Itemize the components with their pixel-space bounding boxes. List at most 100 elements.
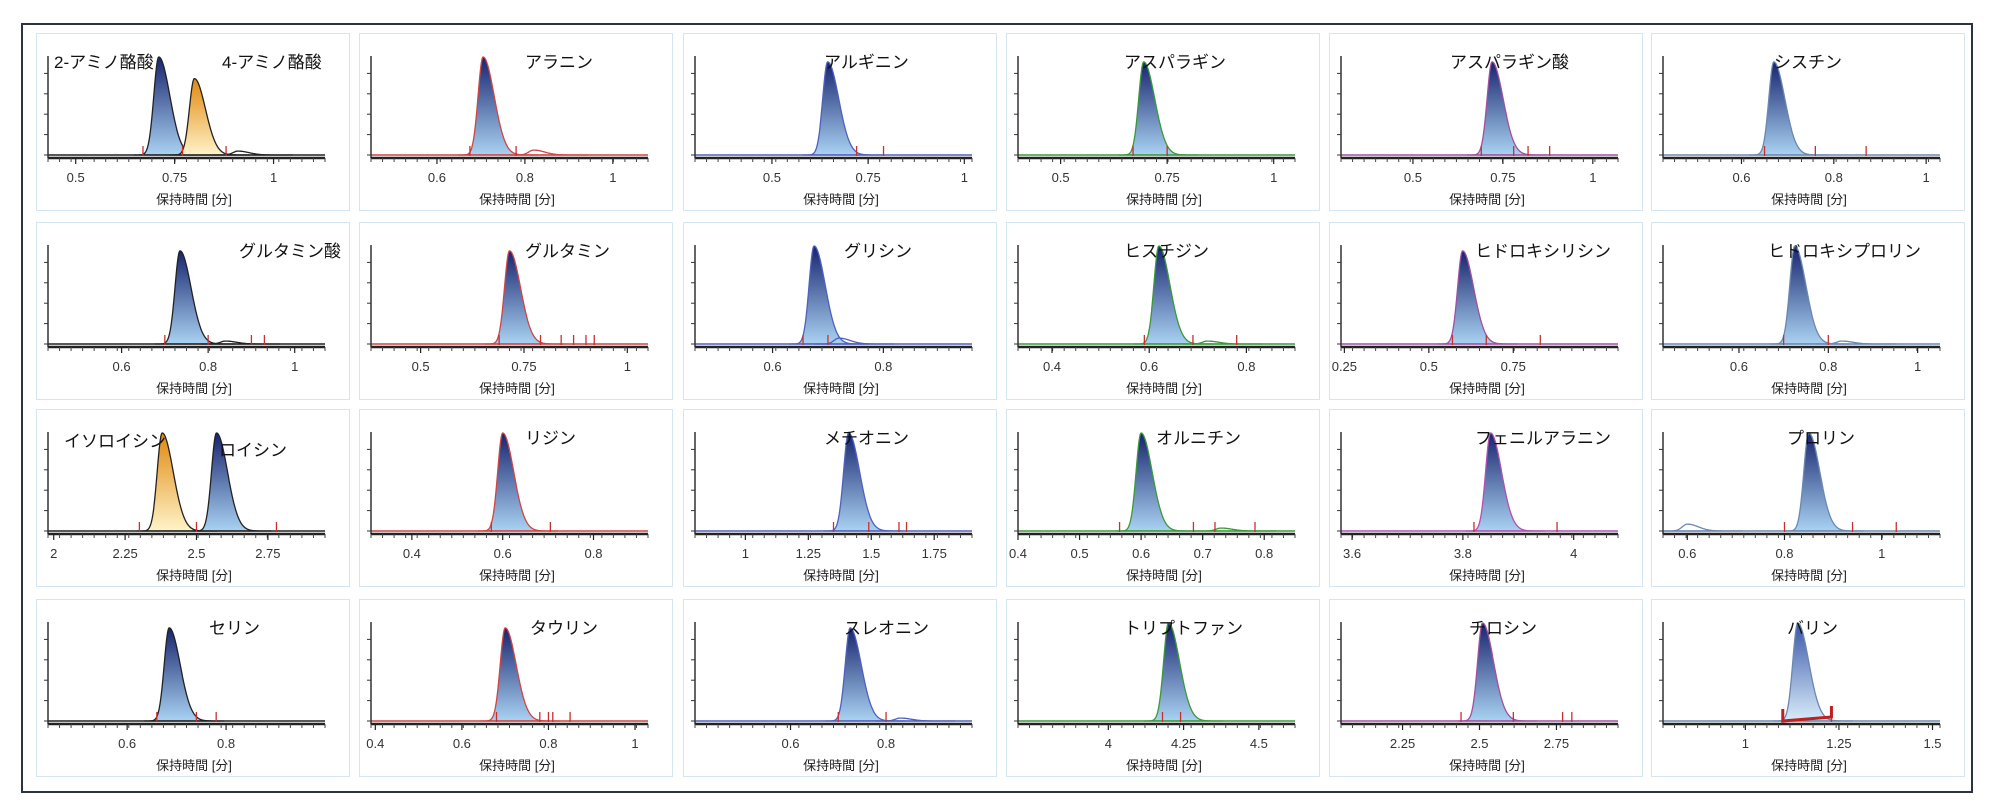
integration-bracket [1781,706,1833,723]
compound-title: アスパラギン酸 [1450,53,1569,72]
x-tick-label: 1.75 [922,546,947,561]
compound-title: セリン [209,619,260,638]
peak [144,627,225,722]
x-axis-label: 保持時間 [分] [1771,568,1847,583]
x-tick-label: 0.8 [1819,359,1837,374]
compound-title: チロシン [1469,619,1537,638]
chromatogram-panel: 0.6 0.8 1 保持時間 [分] アラニン [359,33,673,211]
x-axis-label: 保持時間 [分] [803,758,879,773]
x-axis-label: 保持時間 [分] [1449,758,1525,773]
x-tick-label: 1 [1914,359,1921,374]
x-axis-label: 保持時間 [分] [1771,758,1847,773]
compound-title: グルタミン [525,242,610,261]
x-tick-label: 2.25 [1390,736,1415,751]
x-axis-label: 保持時間 [分] [479,758,555,773]
x-tick-label: 1 [1589,170,1596,185]
peak [1663,523,1743,532]
x-tick-label: 0.75 [162,170,187,185]
x-tick-label: 0.6 [1140,359,1158,374]
x-tick-label: 1 [1270,170,1277,185]
x-tick-label: 0.6 [428,170,446,185]
x-tick-label: 0.5 [412,359,430,374]
compound-title: ヒドロキシリシン [1475,242,1611,261]
peak [155,250,235,345]
x-axis-label: 保持時間 [分] [1126,381,1202,396]
peak [1118,61,1199,156]
x-tick-label: 0.8 [539,736,557,751]
chromatogram-panel: 0.25 0.5 0.75 保持時間 [分] ヒドロキシリシン [1329,222,1643,400]
x-tick-label: 1 [1878,546,1885,561]
chromatogram-panel: 0.4 0.6 0.8 保持時間 [分] リジン [359,409,673,587]
x-tick-label: 0.6 [453,736,471,751]
x-tick-label: 0.6 [1732,170,1750,185]
x-tick-label: 1 [1923,170,1930,185]
x-axis-label: 保持時間 [分] [479,381,555,396]
x-tick-label: 0.4 [403,546,421,561]
x-tick-label: 0.75 [1501,359,1526,374]
chromatogram-panel: 2.25 2.5 2.75 保持時間 [分] チロシン [1329,599,1643,777]
x-tick-label: 0.6 [113,359,131,374]
x-tick-label: 0.8 [516,170,534,185]
x-tick-label: 2 [50,546,57,561]
x-tick-label: 1.5 [862,546,880,561]
x-axis-label: 保持時間 [分] [479,192,555,207]
x-tick-label: 1 [291,359,298,374]
x-axis-label: 保持時間 [分] [479,568,555,583]
x-axis-label: 保持時間 [分] [1449,192,1525,207]
compound-title: ロイシン [219,441,287,460]
x-axis-label: 保持時間 [分] [803,568,879,583]
chromatogram-panel: 0.6 0.8 1 保持時間 [分] ヒドロキシプロリン [1651,222,1965,400]
x-tick-label: 4 [1570,546,1577,561]
compound-title: ヒスチジン [1124,242,1209,261]
compound-title: アルギニン [824,53,909,72]
x-axis-label: 保持時間 [分] [803,381,879,396]
chromatogram-panel: 0.6 0.8 保持時間 [分] グリシン [683,222,997,400]
x-tick-label: 1 [609,170,616,185]
x-tick-label: 0.8 [584,546,602,561]
peak [480,627,561,722]
chromatogram-panel: 0.5 0.75 1 保持時間 [分] グルタミン [359,222,673,400]
compound-title: 4-アミノ酪酸 [222,53,322,72]
peak [1437,250,1518,345]
chromatogram-panel: 0.4 0.5 0.6 0.7 0.8 保持時間 [分] オルニチン [1006,409,1320,587]
x-tick-label: 1 [270,170,277,185]
x-axis-label: 保持時間 [分] [156,381,232,396]
x-tick-label: 1.25 [796,546,821,561]
x-tick-label: 0.8 [199,359,217,374]
x-tick-label: 1 [624,359,631,374]
x-tick-label: 0.8 [1775,546,1793,561]
x-tick-label: 0.5 [1071,546,1089,561]
x-axis-label: 保持時間 [分] [156,192,232,207]
x-tick-label: 0.8 [1825,170,1843,185]
compound-title: メチオニン [824,429,909,448]
x-tick-label: 1 [631,736,638,751]
x-tick-label: 4 [1105,736,1112,751]
x-tick-label: 0.4 [366,736,384,751]
x-tick-label: 0.6 [1132,546,1150,561]
x-tick-label: 0.6 [764,359,782,374]
chromatogram-panel: 0.6 0.8 保持時間 [分] スレオニン [683,599,997,777]
x-tick-label: 4.25 [1171,736,1196,751]
x-tick-label: 1.5 [1923,736,1941,751]
peak [1467,61,1547,156]
compound-title: シスチン [1774,53,1842,72]
x-tick-label: 0.5 [1420,359,1438,374]
x-tick-label: 0.6 [494,546,512,561]
x-tick-label: 0.4 [1043,359,1061,374]
x-tick-label: 4.5 [1250,736,1268,751]
peak [484,250,565,345]
compound-title: グリシン [844,242,912,261]
x-tick-label: 0.8 [217,736,235,751]
compound-title: リジン [525,429,576,448]
x-axis-label: 保持時間 [分] [1771,381,1847,396]
x-tick-label: 2.5 [187,546,205,561]
x-axis-label: 保持時間 [分] [1126,758,1202,773]
chromatogram-grid: 0.5 0.75 1 保持時間 [分] 2-アミノ酪酸 4-アミノ酪酸 0.6 0.8 1 保持時… [21,23,1973,793]
compound-title: バリン [1787,619,1838,638]
x-tick-label: 0.6 [1730,359,1748,374]
chromatogram-panel: 0.5 0.75 1 保持時間 [分] 2-アミノ酪酸 4-アミノ酪酸 [36,33,350,211]
x-tick-label: 0.6 [781,736,799,751]
x-tick-label: 0.8 [874,359,892,374]
compound-title: イソロイシン [64,432,166,451]
compound-title: プロリン [1787,429,1855,448]
